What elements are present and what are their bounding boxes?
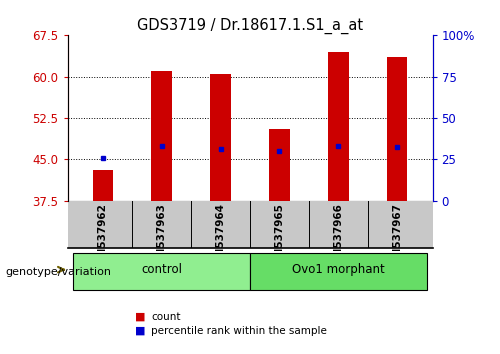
Text: ■: ■ xyxy=(135,326,145,336)
Title: GDS3719 / Dr.18617.1.S1_a_at: GDS3719 / Dr.18617.1.S1_a_at xyxy=(137,18,363,34)
Text: genotype/variation: genotype/variation xyxy=(5,267,111,277)
Text: GSM537967: GSM537967 xyxy=(392,203,402,273)
Text: GSM537962: GSM537962 xyxy=(98,203,108,273)
Text: GSM537963: GSM537963 xyxy=(156,203,166,273)
Text: count: count xyxy=(151,312,180,322)
Bar xyxy=(152,71,172,201)
Bar xyxy=(210,74,231,201)
Text: Ovo1 morphant: Ovo1 morphant xyxy=(292,263,384,276)
Bar xyxy=(328,52,348,201)
Text: control: control xyxy=(141,263,182,276)
Bar xyxy=(387,57,407,201)
Bar xyxy=(250,253,426,290)
Text: GSM537966: GSM537966 xyxy=(334,203,344,273)
Bar xyxy=(92,170,113,201)
Text: GSM537965: GSM537965 xyxy=(274,203,284,273)
Bar xyxy=(74,253,250,290)
Text: ■: ■ xyxy=(135,312,145,322)
Bar xyxy=(269,129,289,201)
Text: GSM537964: GSM537964 xyxy=(216,203,226,273)
Text: percentile rank within the sample: percentile rank within the sample xyxy=(151,326,327,336)
